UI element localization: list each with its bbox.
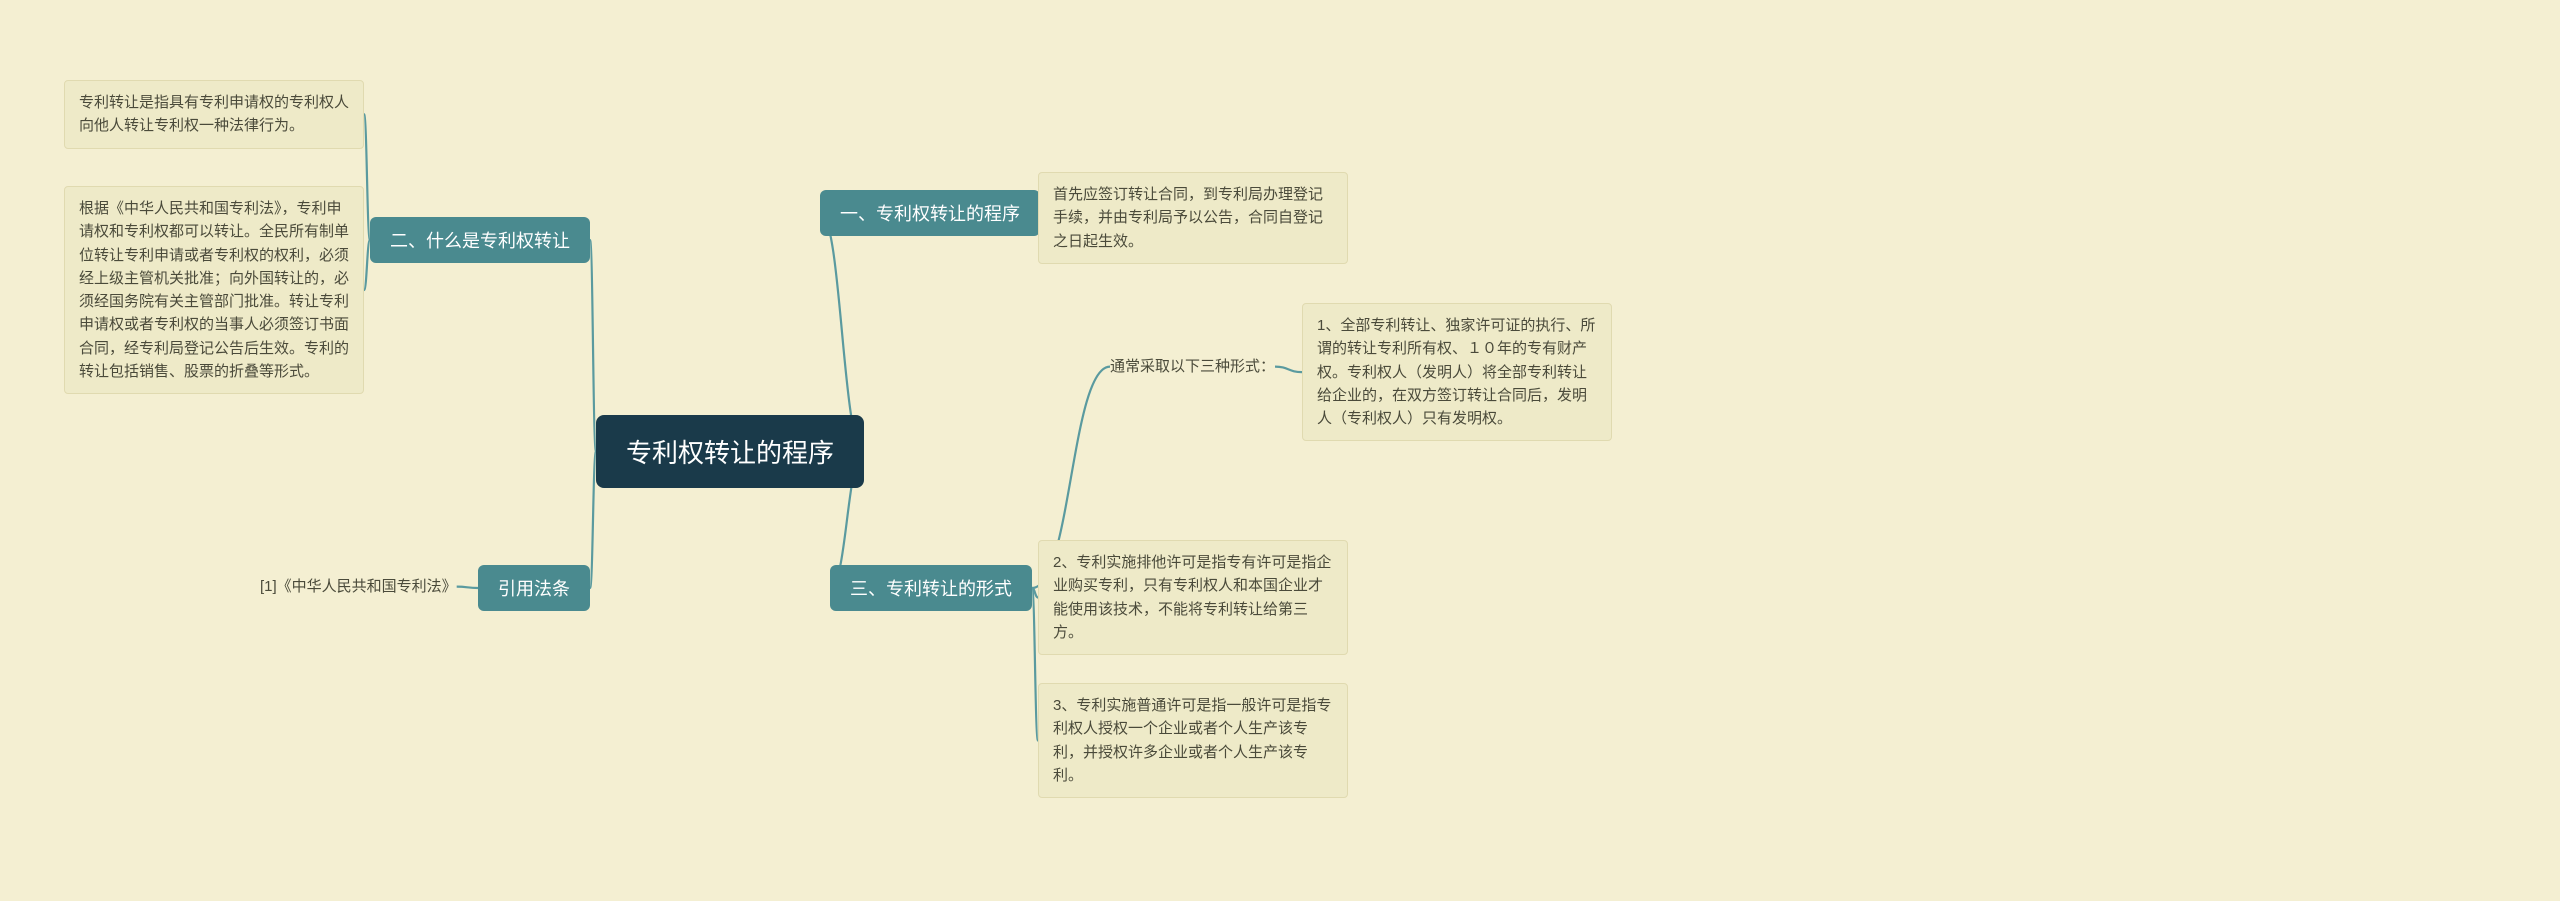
branch-forms[interactable]: 三、专利转让的形式 xyxy=(830,565,1032,611)
branch-procedure[interactable]: 一、专利权转让的程序 xyxy=(820,190,1040,236)
branch-label: 一、专利权转让的程序 xyxy=(840,204,1020,224)
leaf-procedure-detail[interactable]: 首先应签订转让合同，到专利局办理登记手续，并由专利局予以公告，合同自登记之日起生… xyxy=(1038,172,1348,264)
leaf-form-1[interactable]: 1、全部专利转让、独家许可证的执行、所谓的转让专利所有权、１０年的专有财产权。专… xyxy=(1302,303,1612,441)
leaf-text: 2、专利实施排他许可是指专有许可是指企业购买专利，只有专利权人和本国企业才能使用… xyxy=(1053,554,1331,641)
root-label: 专利权转让的程序 xyxy=(626,438,834,468)
branch-cited-law[interactable]: 引用法条 xyxy=(478,565,590,611)
leaf-form-2[interactable]: 2、专利实施排他许可是指专有许可是指企业购买专利，只有专利权人和本国企业才能使用… xyxy=(1038,540,1348,655)
leaf-text: 根据《中华人民共和国专利法》，专利申请权和专利权都可以转让。全民所有制单位转让专… xyxy=(79,200,349,380)
leaf-form-3[interactable]: 3、专利实施普通许可是指一般许可是指专利权人授权一个企业或者个人生产该专利，并授… xyxy=(1038,683,1348,798)
leaf-law-detail[interactable]: 根据《中华人民共和国专利法》，专利申请权和专利权都可以转让。全民所有制单位转让专… xyxy=(64,186,364,394)
leaf-text: 3、专利实施普通许可是指一般许可是指专利权人授权一个企业或者个人生产该专利，并授… xyxy=(1053,697,1331,784)
leaf-text: 通常采取以下三种形式： xyxy=(1110,358,1275,375)
branch-what-is-transfer[interactable]: 二、什么是专利权转让 xyxy=(370,217,590,263)
leaf-definition[interactable]: 专利转让是指具有专利申请权的专利权人向他人转让专利权一种法律行为。 xyxy=(64,80,364,149)
leaf-text: 首先应签订转让合同，到专利局办理登记手续，并由专利局予以公告，合同自登记之日起生… xyxy=(1053,186,1323,250)
leaf-text: 专利转让是指具有专利申请权的专利权人向他人转让专利权一种法律行为。 xyxy=(79,94,349,134)
root-node[interactable]: 专利权转让的程序 xyxy=(596,415,864,488)
leaf-citation[interactable]: [1]《中华人民共和国专利法》 xyxy=(260,575,457,598)
leaf-forms-intro[interactable]: 通常采取以下三种形式： xyxy=(1110,355,1275,378)
branch-label: 引用法条 xyxy=(498,579,570,599)
branch-label: 三、专利转让的形式 xyxy=(850,579,1012,599)
branch-label: 二、什么是专利权转让 xyxy=(390,231,570,251)
leaf-text: [1]《中华人民共和国专利法》 xyxy=(260,578,457,595)
leaf-text: 1、全部专利转让、独家许可证的执行、所谓的转让专利所有权、１０年的专有财产权。专… xyxy=(1317,317,1595,427)
